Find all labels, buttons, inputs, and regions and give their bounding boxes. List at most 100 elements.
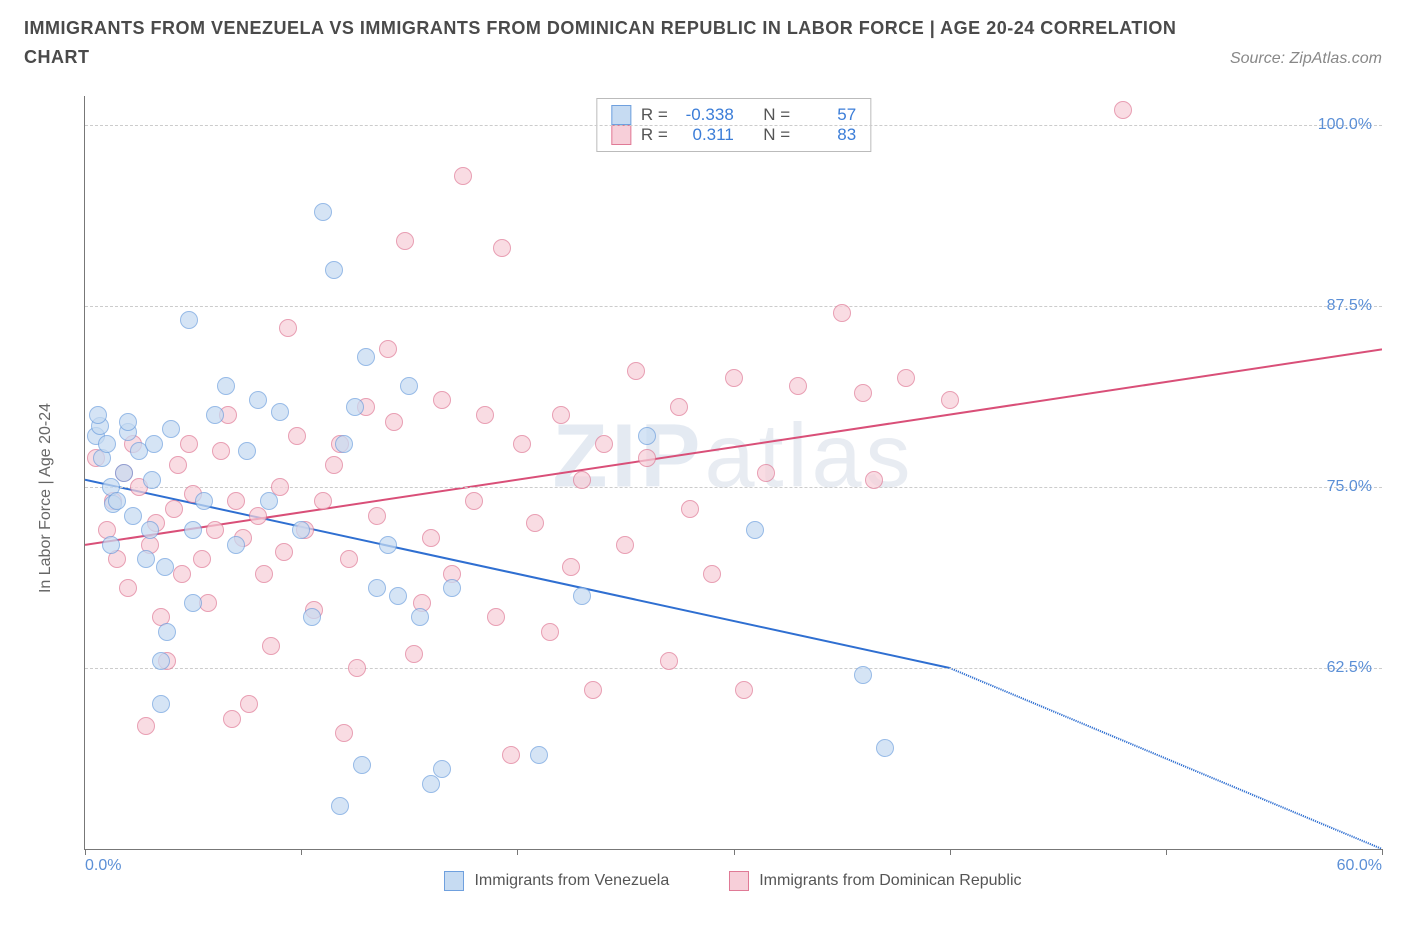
data-point-venezuela (145, 435, 163, 453)
n-label: N = (763, 105, 790, 125)
data-point-venezuela (303, 608, 321, 626)
data-point-dominican (595, 435, 613, 453)
y-axis-title: In Labor Force | Age 20-24 (37, 403, 55, 593)
data-point-dominican (288, 427, 306, 445)
swatch-dominican (729, 871, 749, 891)
data-point-dominican (502, 746, 520, 764)
data-point-venezuela (368, 579, 386, 597)
data-point-venezuela (102, 536, 120, 554)
plot-area: ZIPatlas R = -0.338 N = 57 R = 0.311 N =… (84, 96, 1382, 850)
data-point-dominican (227, 492, 245, 510)
data-point-dominican (584, 681, 602, 699)
data-point-dominican (627, 362, 645, 380)
data-point-venezuela (249, 391, 267, 409)
data-point-dominican (275, 543, 293, 561)
y-tick-label: 75.0% (1327, 478, 1372, 496)
data-point-dominican (735, 681, 753, 699)
gridline-h (85, 668, 1382, 669)
watermark-thin: atlas (704, 407, 914, 507)
y-tick-label: 62.5% (1327, 659, 1372, 677)
data-point-dominican (670, 398, 688, 416)
chart-subtitle: CHART (24, 47, 90, 68)
data-point-dominican (173, 565, 191, 583)
x-tick-mark (1166, 849, 1167, 855)
data-point-venezuela (195, 492, 213, 510)
data-point-dominican (476, 406, 494, 424)
data-point-dominican (513, 435, 531, 453)
data-point-venezuela (180, 311, 198, 329)
data-point-venezuela (115, 464, 133, 482)
data-point-dominican (1114, 101, 1132, 119)
data-point-dominican (137, 717, 155, 735)
swatch-venezuela (611, 105, 631, 125)
data-point-venezuela (119, 413, 137, 431)
data-point-venezuela (335, 435, 353, 453)
data-point-venezuela (156, 558, 174, 576)
data-point-dominican (405, 645, 423, 663)
data-point-dominican (279, 319, 297, 337)
data-point-venezuela (184, 521, 202, 539)
data-point-dominican (725, 369, 743, 387)
data-point-venezuela (638, 427, 656, 445)
x-tick-mark (517, 849, 518, 855)
data-point-dominican (757, 464, 775, 482)
data-point-dominican (223, 710, 241, 728)
data-point-dominican (552, 406, 570, 424)
data-point-venezuela (108, 492, 126, 510)
legend-item-dominican: Immigrants from Dominican Republic (729, 871, 1021, 891)
data-point-dominican (240, 695, 258, 713)
data-point-venezuela (353, 756, 371, 774)
data-point-dominican (526, 514, 544, 532)
data-point-venezuela (389, 587, 407, 605)
data-point-venezuela (400, 377, 418, 395)
data-point-venezuela (124, 507, 142, 525)
data-point-dominican (212, 442, 230, 460)
data-point-venezuela (152, 652, 170, 670)
r-value-venezuela: -0.338 (684, 105, 734, 125)
source-prefix: Source: (1230, 50, 1290, 67)
data-point-venezuela (314, 203, 332, 221)
r-label: R = (641, 125, 668, 145)
data-point-dominican (119, 579, 137, 597)
data-point-venezuela (411, 608, 429, 626)
gridline-h (85, 306, 1382, 307)
data-point-venezuela (206, 406, 224, 424)
data-point-dominican (854, 384, 872, 402)
data-point-venezuela (530, 746, 548, 764)
data-point-venezuela (854, 666, 872, 684)
data-point-dominican (385, 413, 403, 431)
data-point-dominican (897, 369, 915, 387)
data-point-dominican (454, 167, 472, 185)
data-point-venezuela (98, 435, 116, 453)
data-point-dominican (325, 456, 343, 474)
data-point-dominican (314, 492, 332, 510)
data-point-dominican (348, 659, 366, 677)
x-tick-mark (85, 849, 86, 855)
series-legend: Immigrants from Venezuela Immigrants fro… (84, 868, 1382, 894)
data-point-dominican (193, 550, 211, 568)
n-value-dominican: 83 (806, 125, 856, 145)
data-point-venezuela (260, 492, 278, 510)
source-name: ZipAtlas.com (1290, 50, 1382, 67)
legend-item-venezuela: Immigrants from Venezuela (444, 871, 669, 891)
data-point-venezuela (433, 760, 451, 778)
x-tick-mark (301, 849, 302, 855)
data-point-dominican (493, 239, 511, 257)
watermark-bold: ZIP (552, 407, 704, 507)
x-tick-mark (950, 849, 951, 855)
data-point-dominican (541, 623, 559, 641)
data-point-dominican (833, 304, 851, 322)
gridline-h (85, 125, 1382, 126)
legend-row-dominican: R = 0.311 N = 83 (611, 125, 856, 145)
data-point-dominican (865, 471, 883, 489)
y-tick-label: 100.0% (1318, 116, 1372, 134)
legend-label-venezuela: Immigrants from Venezuela (474, 872, 669, 890)
n-value-venezuela: 57 (806, 105, 856, 125)
r-label: R = (641, 105, 668, 125)
data-point-dominican (638, 449, 656, 467)
data-point-venezuela (325, 261, 343, 279)
data-point-venezuela (271, 403, 289, 421)
data-point-dominican (487, 608, 505, 626)
data-point-venezuela (573, 587, 591, 605)
data-point-venezuela (141, 521, 159, 539)
